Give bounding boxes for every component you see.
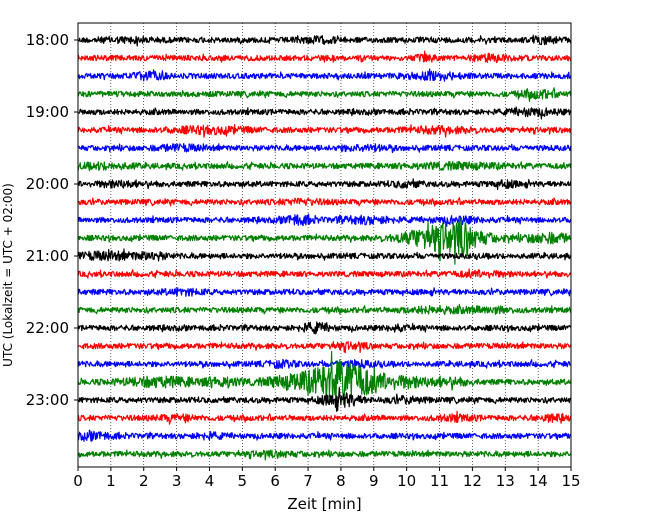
trace-2015 [77,197,572,207]
y-tick-label: 18:00 [26,31,69,49]
x-tick-label: 6 [270,472,280,490]
trace-2230 [77,358,572,369]
x-axis-label: Zeit [min] [287,495,361,513]
x-tick-label: 8 [336,472,346,490]
trace-1815 [77,50,572,64]
x-tick-label: 0 [73,472,83,490]
trace-2215 [77,341,572,354]
trace-2100 [77,248,572,262]
trace-1900 [77,106,572,120]
trace-1930 [77,143,572,154]
x-tick-label: 1 [106,472,116,490]
y-tick-label: 21:00 [26,247,69,265]
y-tick-label: 23:00 [26,391,69,409]
trace-2315 [77,410,572,425]
trace-2300 [77,386,572,412]
x-tick-label: 14 [529,472,548,490]
y-axis-label: UTC (Lokalzeit = UTC + 02:00) [1,183,15,367]
x-tick-label: 15 [561,472,580,490]
trace-2200 [77,321,572,335]
trace-1845 [77,87,572,102]
x-tick-label: 11 [430,472,449,490]
x-axis-ticks: 0 1 2 3 4 5 6 7 8 9 10 11 12 13 14 15 [73,467,581,490]
x-tick-label: 5 [238,472,248,490]
trace-2345 [77,449,572,461]
x-tick-label: 4 [205,472,215,490]
trace-1800 [77,34,572,47]
x-tick-label: 3 [172,472,182,490]
trace-1945 [77,161,572,172]
trace-2045 [77,217,572,265]
trace-2000 [77,178,572,191]
plot-frame [77,22,572,468]
x-tick-label: 9 [369,472,379,490]
trace-2115 [77,268,572,279]
x-tick-label: 7 [303,472,313,490]
x-tick-label: 2 [139,472,149,490]
x-tick-label: 10 [397,472,416,490]
x-tick-label: 12 [463,472,482,490]
y-axis-ticks: 18:00 19:00 20:00 21:00 22:00 23:00 [26,31,78,409]
trace-2130 [77,287,572,297]
y-tick-label: 22:00 [26,319,69,337]
trace-2245 [77,350,572,406]
y-tick-label: 20:00 [26,175,69,193]
trace-2030 [77,213,572,227]
trace-2330 [77,429,572,442]
trace-layer [77,34,572,461]
x-tick-label: 13 [496,472,515,490]
y-tick-label: 19:00 [26,103,69,121]
trace-2145 [77,303,572,315]
trace-1915 [77,124,572,138]
trace-1830 [77,68,572,82]
